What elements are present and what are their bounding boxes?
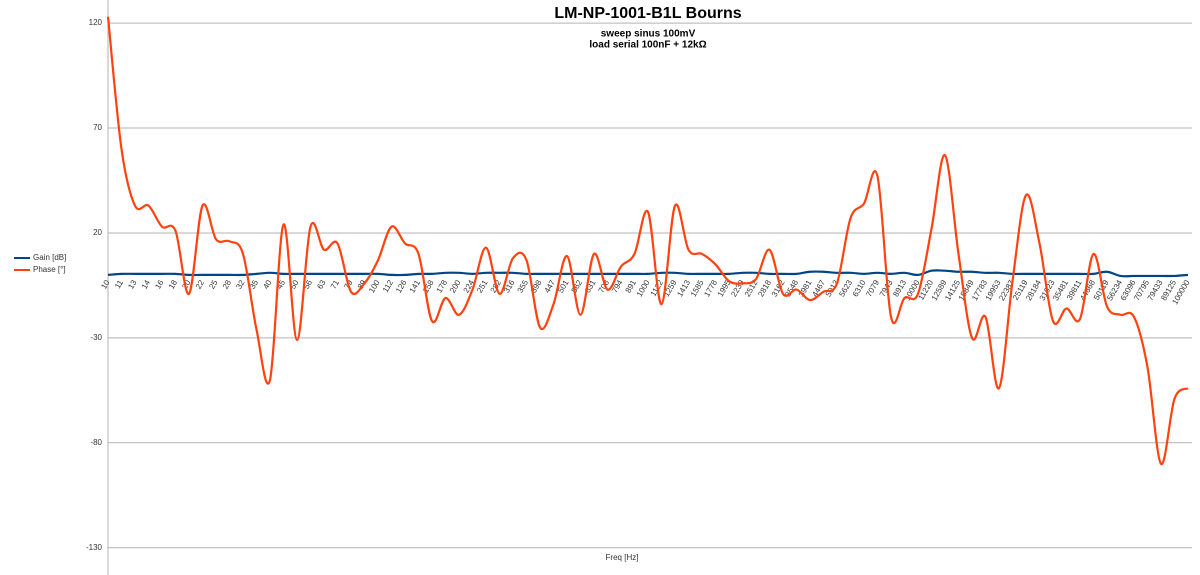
x-tick-label: 355	[516, 278, 531, 295]
y-tick-label: -130	[86, 543, 103, 552]
x-tick-label: 200	[448, 278, 463, 295]
y-tick-label: 20	[93, 228, 102, 237]
series-line	[107, 269, 1189, 278]
y-tick-label: -30	[90, 333, 102, 342]
legend-label: Phase [°]	[33, 265, 66, 274]
x-tick-label: 71	[329, 278, 342, 291]
x-tick-label: 18	[167, 278, 180, 291]
series-line	[106, 16, 1189, 465]
x-tick-label: 10	[99, 278, 112, 291]
x-tick-label: 178	[435, 278, 450, 295]
x-tick-label: 447	[543, 278, 558, 295]
x-tick-label: 100	[367, 278, 382, 295]
x-tick-label: 11	[113, 278, 125, 290]
x-tick-label: 14	[140, 278, 153, 291]
x-tick-label: 40	[261, 278, 274, 291]
x-tick-label: 141	[408, 278, 423, 295]
x-tick-label: 13	[126, 278, 139, 291]
chart-subtitle: load serial 100nF + 12kΩ	[589, 40, 706, 51]
x-tick-label: 16	[153, 278, 166, 291]
x-tick-label: 25	[207, 278, 220, 291]
chart-subtitle: sweep sinus 100mV	[601, 29, 696, 40]
x-tick-label: 32	[234, 278, 247, 291]
x-tick-label: 126	[394, 278, 409, 295]
x-tick-label: 251	[475, 278, 490, 295]
x-tick-label: 112	[381, 278, 395, 294]
y-tick-label: 120	[89, 18, 103, 27]
x-tick-label: 1000	[635, 278, 652, 298]
legend-label: Gain [dB]	[33, 253, 66, 262]
chart-title: LM-NP-1001-B1L Bourns	[554, 5, 741, 22]
x-tick-label: 63	[315, 278, 328, 291]
x-axis-label: Freq [Hz]	[606, 553, 639, 562]
x-tick-label: 22	[194, 278, 207, 291]
y-tick-label: -80	[90, 438, 102, 447]
x-tick-label: 28	[221, 278, 234, 291]
y-tick-label: 70	[93, 123, 102, 132]
